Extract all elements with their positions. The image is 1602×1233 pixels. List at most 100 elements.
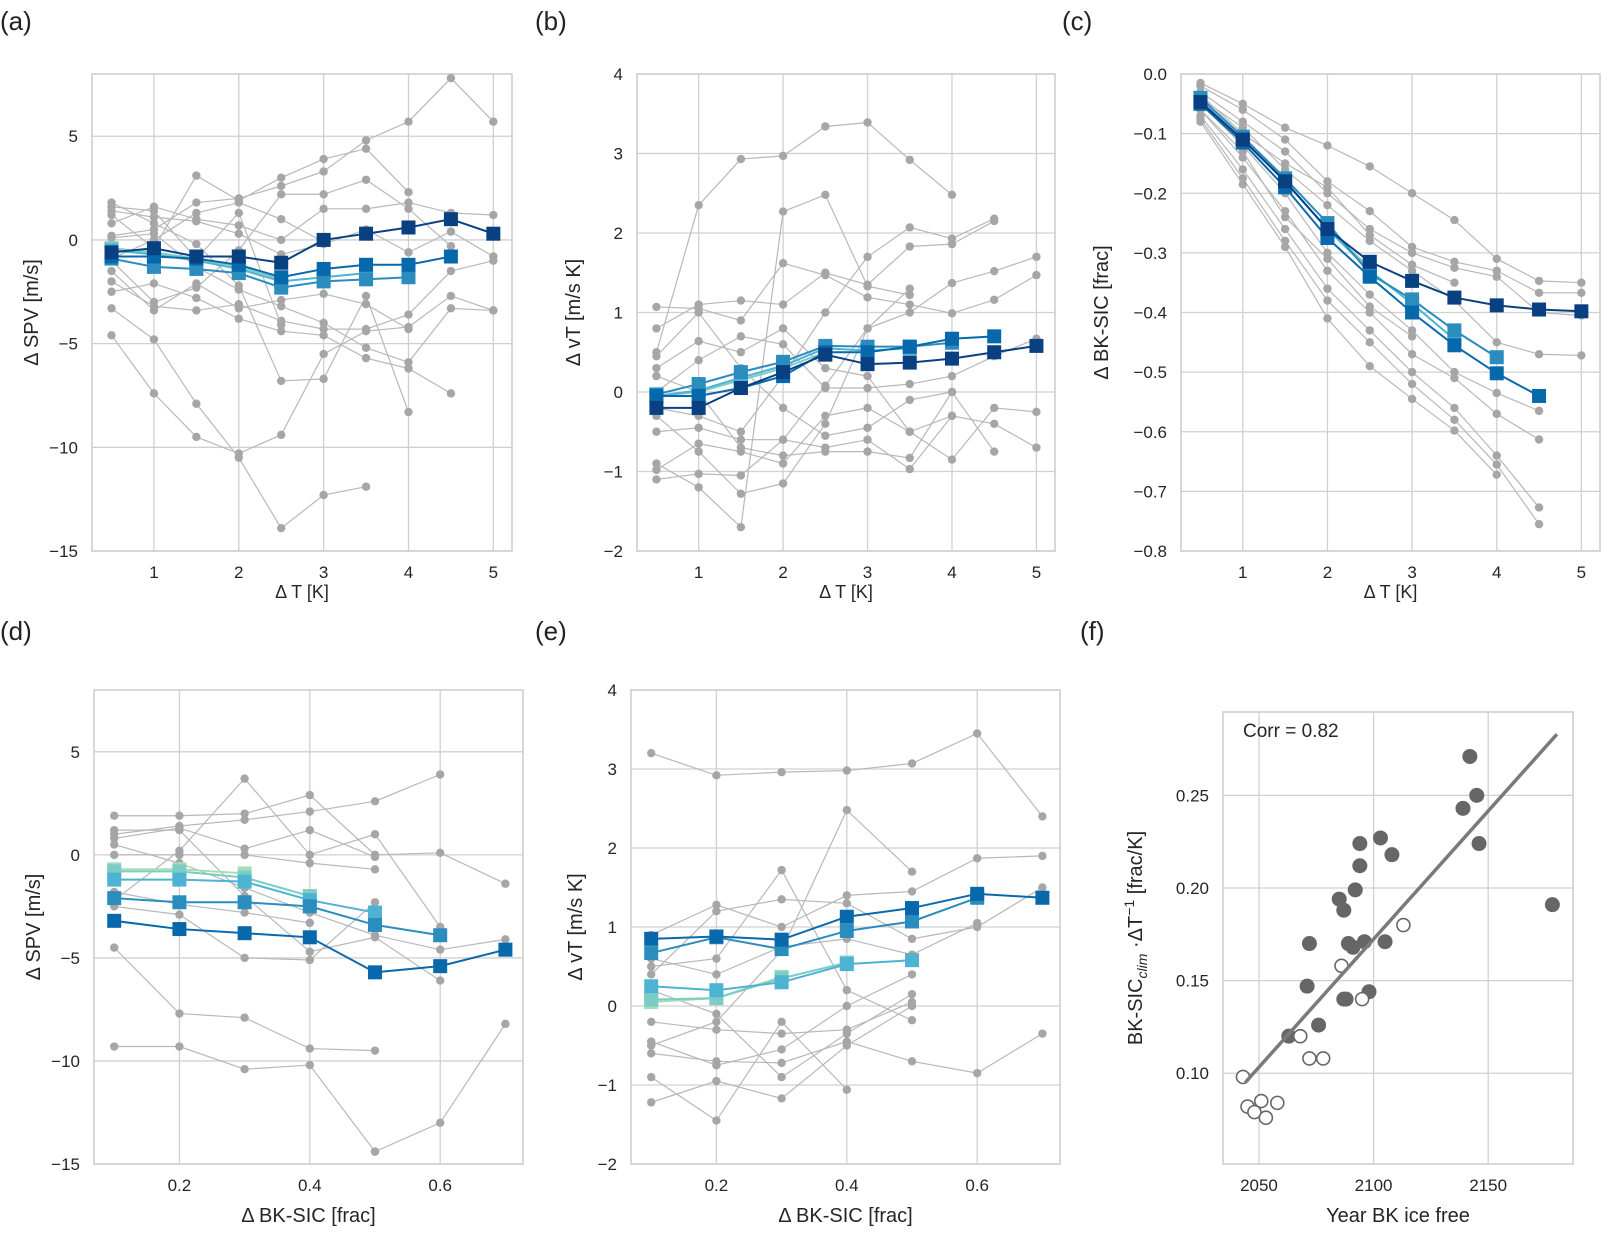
gray-point <box>1323 266 1332 275</box>
filled-scatter-point <box>1338 991 1354 1007</box>
mean-square-marker <box>237 874 252 889</box>
gray-point <box>1032 407 1041 417</box>
y-tick-label: 1 <box>614 304 623 323</box>
mean-square-marker <box>987 329 1002 344</box>
panel-c: (c) 1 2 3 4 5 0.0 −0.1 −0.2 −0.3 −0.4 −0.5 −0.6 −0.7 −… <box>1062 6 1601 602</box>
gray-point <box>319 204 328 214</box>
gray-point <box>435 945 445 954</box>
gray-point <box>319 318 328 328</box>
gray-point <box>175 811 184 820</box>
gray-point <box>842 766 852 775</box>
gray-point <box>778 403 788 413</box>
gray-point <box>149 389 159 398</box>
mean-square-marker <box>905 914 920 929</box>
gray-point <box>404 248 413 257</box>
y-axis-label: Δ vT [m/s K] <box>563 259 585 366</box>
mean-square-marker <box>1447 323 1462 338</box>
mean-square-marker <box>401 257 416 272</box>
gray-point <box>192 432 201 442</box>
mean-square-marker <box>644 992 659 1007</box>
panel-label: (e) <box>535 616 567 646</box>
gray-point <box>277 173 286 182</box>
gray-point <box>361 482 371 491</box>
gray-point <box>1534 519 1544 529</box>
gray-point <box>319 331 328 340</box>
gray-series-line <box>1200 85 1582 294</box>
y-axis-label-part: [frac/K] <box>1125 831 1147 900</box>
y-tick-label: −15 <box>51 1155 80 1174</box>
gray-point <box>1407 260 1417 269</box>
panel-a: (a) 1 2 3 4 5 5 0 −5 −10 −15 Δ T [K] Δ SPV [m/s] <box>0 6 513 602</box>
gray-point <box>1407 332 1417 341</box>
gray-point <box>446 241 456 251</box>
gray-point <box>1407 189 1417 198</box>
gray-point <box>694 200 703 210</box>
gray-point <box>361 136 371 145</box>
gray-point <box>305 825 315 835</box>
mean-square-marker <box>944 351 959 366</box>
mean-square-marker <box>709 929 724 944</box>
open-scatter-point <box>1396 917 1411 933</box>
gray-point <box>647 749 656 758</box>
mean-square-marker <box>860 357 875 372</box>
x-tick-label: 0.2 <box>168 1176 192 1195</box>
gray-point <box>501 1019 510 1029</box>
gray-series-line <box>114 891 310 924</box>
gray-series-line <box>111 210 494 258</box>
gray-point <box>1534 350 1544 359</box>
x-axis-label: Year BK ice free <box>1326 1205 1470 1227</box>
gray-point <box>1280 242 1290 252</box>
gray-point <box>240 844 249 853</box>
gray-point <box>1323 141 1332 150</box>
mean-square-marker <box>172 922 187 937</box>
y-tick-label: 0.10 <box>1176 1064 1209 1083</box>
gray-point <box>149 212 159 222</box>
gray-point <box>777 1017 786 1026</box>
panel-f: (f) 2050 2100 2150 0.25 0.20 0.15 0.10 Year BK i… <box>1080 616 1574 1227</box>
gray-point <box>319 374 328 384</box>
gray-point <box>446 73 456 83</box>
y-tick-label: −0.7 <box>1133 482 1167 501</box>
filled-scatter-point <box>1372 830 1388 846</box>
gray-point <box>435 976 445 985</box>
gray-point <box>1280 135 1290 144</box>
gray-point <box>842 1001 852 1011</box>
gray-point <box>863 423 872 432</box>
gray-point <box>736 332 746 341</box>
gray-point <box>778 300 788 309</box>
gray-point <box>1450 263 1459 272</box>
y-tick-label: −1 <box>604 463 623 482</box>
filled-scatter-point <box>1301 936 1317 952</box>
mean-square-marker <box>1235 132 1250 147</box>
gray-point <box>1365 224 1374 234</box>
gray-point <box>1323 177 1332 186</box>
gray-point <box>1365 338 1374 347</box>
gray-point <box>404 407 413 417</box>
y-tick-label: 0.25 <box>1176 786 1209 805</box>
gray-point <box>1323 314 1332 323</box>
gray-point <box>907 997 917 1007</box>
gray-point <box>370 852 380 862</box>
gray-point <box>947 309 957 318</box>
gray-point <box>305 918 315 928</box>
gray-point <box>501 879 510 888</box>
gray-point <box>863 403 872 413</box>
mean-square-marker <box>359 226 374 241</box>
panel-e: (e) 0.2 0.4 0.6 4 3 2 1 0 −1 −2 Δ BK-SIC [frac] Δ vT… <box>535 616 1061 1227</box>
gray-point <box>947 371 957 381</box>
gray-point <box>647 970 656 979</box>
mean-square-marker <box>1035 890 1050 905</box>
gray-point <box>489 117 498 126</box>
y-axis-label: Δ SPV [m/s] <box>21 259 43 366</box>
gray-point <box>905 284 914 293</box>
gray-point <box>1365 361 1374 371</box>
gray-point <box>277 190 286 199</box>
gray-point <box>842 891 852 900</box>
gray-point <box>305 807 315 816</box>
gray-point <box>972 854 982 863</box>
gray-point <box>778 207 788 216</box>
gray-point <box>370 797 380 806</box>
mean-square-marker <box>776 365 791 380</box>
y-tick-label: −5 <box>59 335 78 354</box>
